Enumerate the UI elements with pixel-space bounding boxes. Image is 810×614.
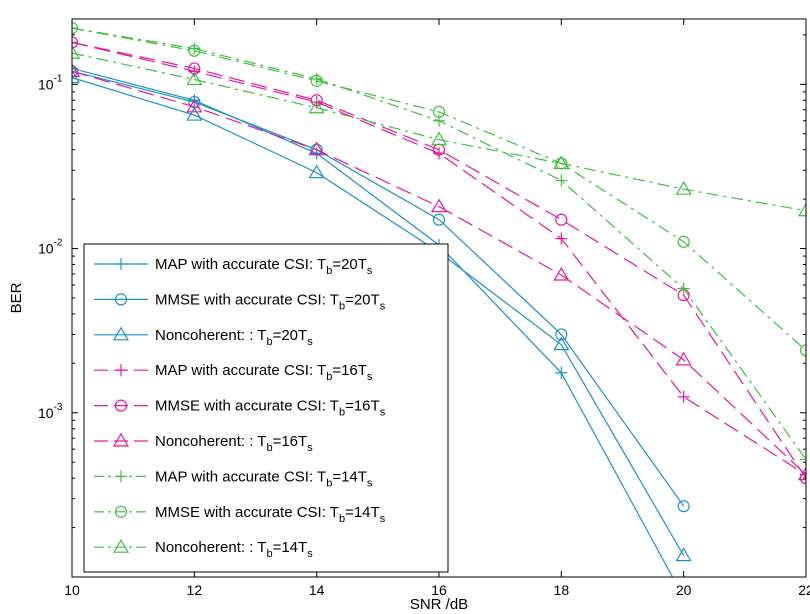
series-line [72,77,685,556]
legend-marker [115,470,127,483]
data-point [553,155,570,170]
data-point [186,71,203,86]
data-point [797,202,806,217]
legend-label: MAP with accurate CSI: Tb=16Ts [155,362,373,383]
series-line [72,70,806,476]
x-tick-label: 20 [676,582,692,598]
legend-entry: MMSE with accurate CSI: Tb=20Ts [94,291,386,312]
series-line [72,52,806,212]
data-point [72,63,81,77]
legend-marker [114,399,128,412]
legend-marker [114,505,128,518]
data-point [677,235,690,248]
y-axis-label: BER [8,282,25,313]
data-point [72,44,81,59]
data-point [555,366,568,379]
data-point [797,466,806,481]
data-point [675,351,692,366]
data-point [555,174,568,187]
legend-entry: MAP with accurate CSI: Tb=16Ts [94,362,373,383]
legend-label: MAP with accurate CSI: Tb=14Ts [155,468,373,489]
data-point [677,390,690,403]
x-tick-label: 16 [431,582,447,598]
data-point [186,98,203,113]
legend-label: MAP with accurate CSI: Tb=20Ts [155,256,373,277]
legend-label: MMSE with accurate CSI: Tb=20Ts [155,291,386,312]
legend-marker [112,539,130,553]
legend-entry: MAP with accurate CSI: Tb=20Ts [94,256,373,277]
x-axis-label: SNR /dB [410,596,468,613]
x-tick-label: 22 [798,582,810,598]
data-point [432,213,446,226]
series-line [72,41,806,479]
legend-marker [115,258,127,270]
data-point [430,131,448,146]
tick-layer: 10 12 14 16 18 20 22 10-1 10-2 10-3 [38,19,810,598]
series-line [72,70,685,507]
x-tick-label: 12 [187,582,203,598]
data-point [555,232,568,245]
data-point [308,164,325,179]
data-point [72,22,79,35]
legend-label: MMSE with accurate CSI: Tb=16Ts [155,398,386,419]
y-tick-label: 10-3 [38,402,63,421]
data-point [188,62,201,75]
series-6 [72,63,806,481]
legend-entry: MMSE with accurate CSI: Tb=16Ts [94,398,386,419]
legend: MAP with accurate CSI: Tb=20Ts MMSE with … [83,243,449,573]
data-point [72,36,79,49]
x-tick-label: 18 [554,582,570,598]
x-tick-label: 14 [309,582,325,598]
data-point [555,213,568,226]
data-point [72,65,79,78]
data-point [553,266,570,281]
data-point [308,99,325,114]
series-7 [72,22,806,466]
legend-entry: Noncoherent: : Tb=14Ts [94,539,313,560]
data-point [432,105,446,118]
legend-entry: Noncoherent: : Tb=16Ts [94,432,313,454]
y-tick-label: 10-1 [38,73,63,92]
data-point [188,44,201,57]
data-point [677,282,690,295]
data-point [72,22,78,35]
data-point [310,74,323,87]
legend-entry: MMSE with accurate CSI: Tb=14Ts [94,504,386,525]
legend-marker [114,293,128,306]
series-2 [72,65,690,513]
legend-entry: MAP with accurate CSI: Tb=14Ts [94,468,373,489]
series-8 [72,22,806,357]
data-point [675,180,692,195]
data-point [800,453,806,466]
data-point [677,500,690,513]
data-point [188,42,201,55]
legend-box [83,243,449,573]
data-point [433,114,445,127]
series-line [72,27,806,351]
legend-marker [112,326,130,341]
data-point [72,36,78,49]
data-point [430,198,448,213]
data-point [675,547,692,562]
legend-label: Noncoherent: : Tb=20Ts [155,327,313,348]
y-tick-label: 10-2 [38,238,63,257]
x-tick-label: 10 [64,582,80,598]
data-point [799,344,806,357]
legend-label: MMSE with accurate CSI: Tb=14Ts [155,504,386,525]
data-point [186,106,203,121]
legend-label: Noncoherent: : Tb=16Ts [155,433,313,454]
data-point [553,336,570,351]
legend-label: Noncoherent: : Tb=14Ts [155,539,313,560]
legend-marker [115,364,127,377]
legend-marker [112,432,130,447]
series-9 [72,44,806,217]
data-point [310,72,323,85]
legend-entry: Noncoherent: : Tb=20Ts [94,326,313,348]
series-line [72,67,674,577]
data-point [555,328,568,341]
data-point [310,94,323,107]
data-point [308,141,325,156]
series-layer [72,22,806,577]
